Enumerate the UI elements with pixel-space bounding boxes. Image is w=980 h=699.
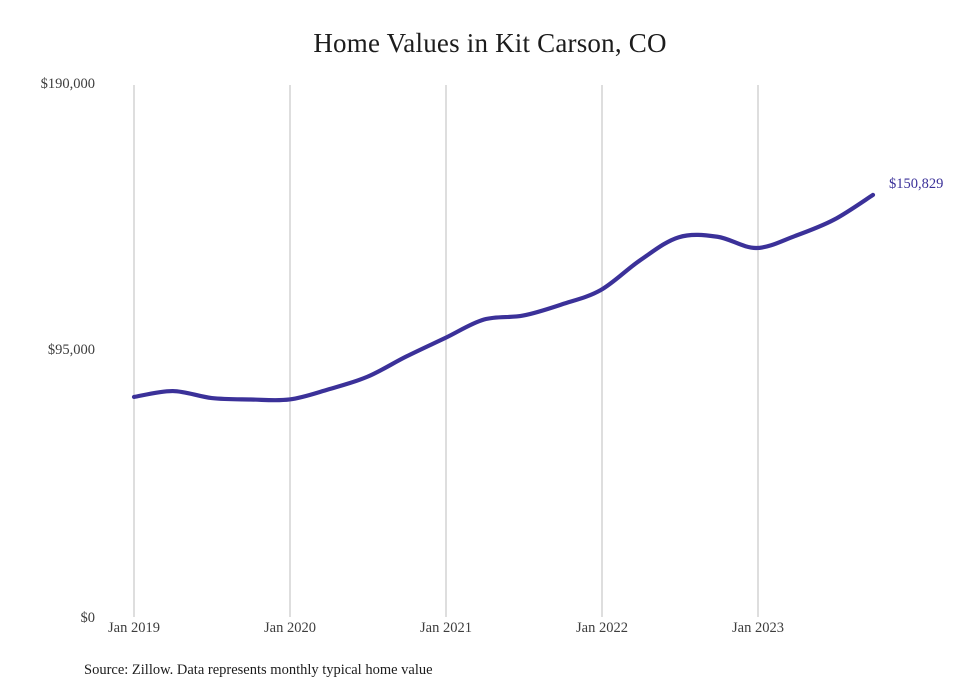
- y-axis-tick-95000: $95,000: [47, 342, 95, 358]
- y-axis-tick-190000: $190,000: [40, 76, 95, 92]
- x-axis-tick-jan-2023: Jan 2023: [732, 620, 784, 636]
- x-axis-tick-jan-2020: Jan 2020: [264, 620, 316, 636]
- x-axis-tick-jan-2021: Jan 2021: [420, 620, 472, 636]
- source-note: Source: Zillow. Data represents monthly …: [84, 662, 433, 678]
- home-value-line: [131, 192, 876, 403]
- gridlines: [133, 85, 759, 617]
- y-axis-tick-0: $0: [80, 610, 96, 626]
- x-axis-tick-jan-2022: Jan 2022: [576, 620, 628, 636]
- endpoint-value-label: $150,829: [889, 176, 944, 192]
- x-axis-tick-jan-2019: Jan 2019: [108, 620, 160, 636]
- chart-title: Home Values in Kit Carson, CO: [313, 28, 667, 58]
